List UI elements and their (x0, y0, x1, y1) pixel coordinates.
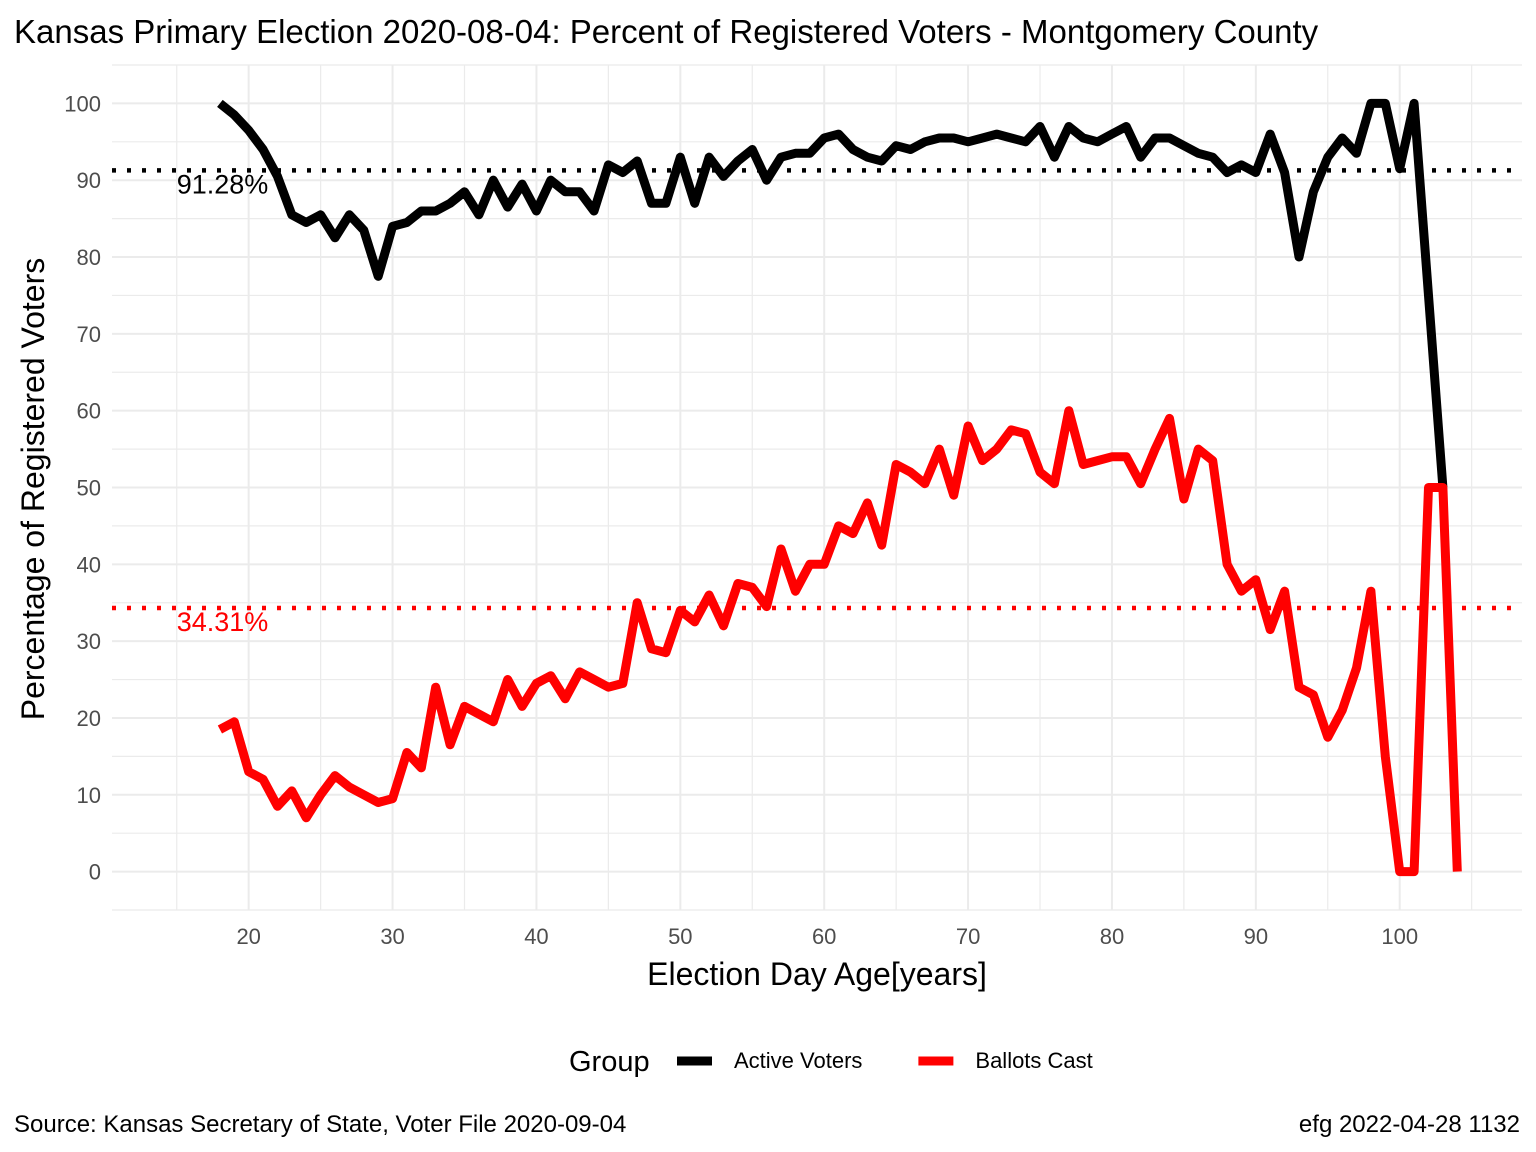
series-lines (217, 98, 1462, 877)
tick-labels: 0 10 20 30 40 50 60 70 80 90 100 20 30 40 50 60 70 80 90 10… (64, 91, 1418, 949)
x-tick-label: 100 (1381, 924, 1418, 949)
y-tick-label: 20 (77, 706, 101, 731)
y-axis-label: Percentage of Registered Voters (15, 258, 51, 721)
y-tick-label: 100 (64, 91, 101, 116)
x-tick-label: 30 (380, 924, 404, 949)
gridlines (112, 64, 1522, 911)
legend-label: Ballots Cast (975, 1048, 1092, 1073)
y-tick-label: 40 (77, 552, 101, 577)
y-tick-label: 50 (77, 476, 101, 501)
reference-line-label: 34.31% (177, 607, 269, 637)
x-tick-label: 70 (956, 924, 980, 949)
x-tick-label: 20 (236, 924, 260, 949)
series-line (217, 98, 1448, 488)
x-tick-label: 80 (1100, 924, 1124, 949)
y-tick-label: 60 (77, 399, 101, 424)
caption-source: Source: Kansas Secretary of State, Voter… (14, 1111, 626, 1138)
reference-lines: 91.28% 34.31% (112, 168, 1522, 637)
chart-title: Kansas Primary Election 2020-08-04: Perc… (14, 13, 1319, 50)
legend-item: Ballots Cast (918, 1048, 1093, 1073)
y-tick-label: 80 (77, 245, 101, 270)
legend-item: Active Voters (677, 1048, 862, 1073)
caption-credit: efg 2022-04-28 1132 (1299, 1111, 1520, 1138)
legend-title: Group (569, 1046, 650, 1078)
x-tick-label: 50 (668, 924, 692, 949)
y-tick-label: 70 (77, 322, 101, 347)
x-tick-label: 90 (1244, 924, 1268, 949)
reference-line-label: 91.28% (177, 169, 269, 199)
y-tick-label: 0 (89, 860, 101, 885)
y-tick-label: 10 (77, 783, 101, 808)
legend-label: Active Voters (734, 1048, 862, 1073)
y-tick-label: 30 (77, 629, 101, 654)
x-axis-label: Election Day Age[years] (647, 956, 987, 992)
series-line (217, 406, 1462, 877)
legend: Group Active Voters Ballots Cast (569, 1046, 1093, 1078)
y-tick-label: 90 (77, 168, 101, 193)
x-tick-label: 60 (812, 924, 836, 949)
x-tick-label: 40 (524, 924, 548, 949)
